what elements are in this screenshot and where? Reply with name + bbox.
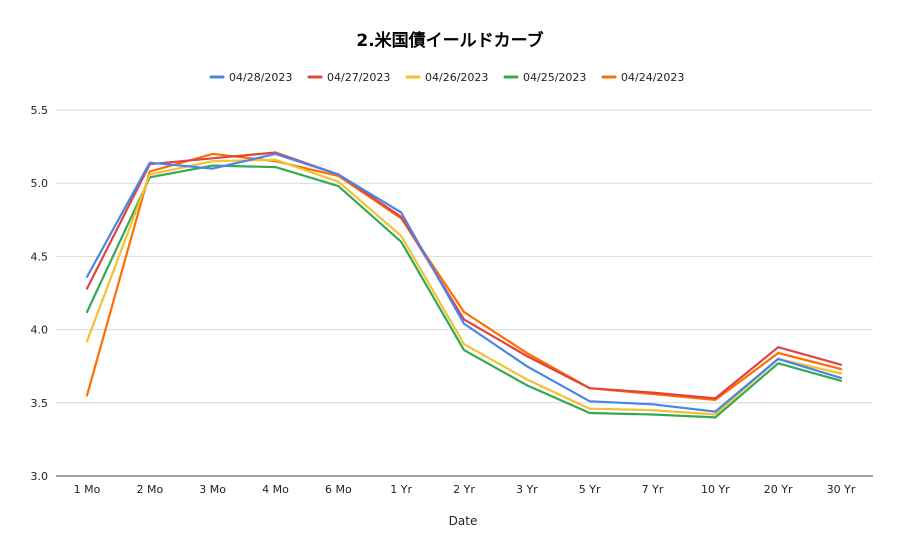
legend-item[interactable]: 04/25/2023 — [503, 71, 586, 84]
y-tick-label: 4.5 — [31, 250, 49, 263]
x-tick-label: 7 Yr — [642, 483, 664, 496]
x-tick-label: 6 Mo — [325, 483, 352, 496]
series-line — [85, 164, 843, 419]
x-tick-label: 2 Mo — [136, 483, 163, 496]
y-tick-label: 3.0 — [31, 470, 49, 483]
x-tick-label: 1 Mo — [74, 483, 101, 496]
x-tick-label: 3 Yr — [516, 483, 538, 496]
series-line — [85, 151, 843, 400]
legend: 04/28/2023 04/27/2023 04/26/2023 04/25/2023… — [209, 71, 684, 84]
series-lines — [85, 151, 843, 419]
series-line — [85, 152, 843, 401]
legend-item[interactable]: 04/28/2023 — [209, 71, 292, 84]
legend-label: 04/26/2023 — [425, 71, 488, 84]
legend-label: 04/24/2023 — [621, 71, 684, 84]
legend-label: 04/28/2023 — [229, 71, 292, 84]
legend-item[interactable]: 04/26/2023 — [405, 71, 488, 84]
x-tick-label: 1 Yr — [390, 483, 412, 496]
legend-label: 04/25/2023 — [523, 71, 586, 84]
x-tick-label: 3 Mo — [199, 483, 226, 496]
x-tick-label: 30 Yr — [827, 483, 856, 496]
x-tick-label: 2 Yr — [453, 483, 475, 496]
y-axis: 3.0 3.5 4.0 4.5 5.0 5.5 — [31, 104, 49, 483]
y-tick-label: 4.0 — [31, 324, 49, 337]
x-tick-label: 4 Mo — [262, 483, 289, 496]
y-tick-label: 5.0 — [31, 177, 49, 190]
legend-item[interactable]: 04/24/2023 — [601, 71, 684, 84]
x-tick-label: 5 Yr — [579, 483, 601, 496]
series-line — [85, 158, 843, 416]
gridlines — [56, 109, 873, 477]
x-tick-label: 20 Yr — [764, 483, 793, 496]
legend-label: 04/27/2023 — [327, 71, 390, 84]
y-tick-label: 3.5 — [31, 397, 49, 410]
x-axis: 1 Mo 2 Mo 3 Mo 4 Mo 6 Mo 1 Yr 2 Yr 3 Yr 5 Yr 7 Yr… — [74, 483, 856, 496]
series-line — [85, 152, 843, 413]
chart-title: 2.米国債イールドカーブ — [356, 30, 543, 51]
legend-item[interactable]: 04/27/2023 — [307, 71, 390, 84]
y-tick-label: 5.5 — [31, 104, 49, 117]
x-tick-label: 10 Yr — [701, 483, 730, 496]
x-axis-title: Date — [449, 514, 478, 528]
